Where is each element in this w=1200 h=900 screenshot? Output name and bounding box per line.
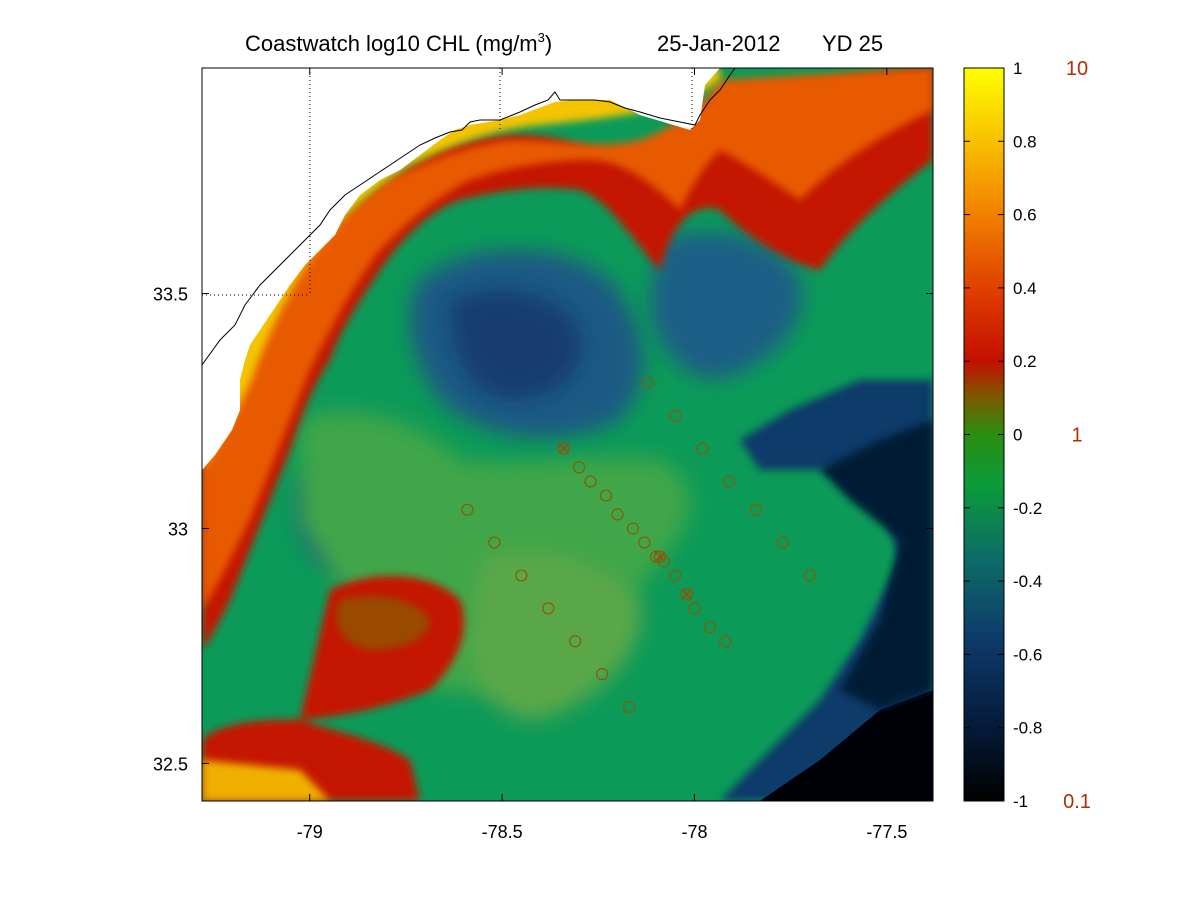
station-circle <box>680 588 693 601</box>
station-circle <box>596 668 609 681</box>
x-tick-label: -78 <box>681 822 707 842</box>
x-tick-label: -77.5 <box>866 822 907 842</box>
station-circle <box>688 602 701 615</box>
colorbar-tick-label: 0.4 <box>1013 279 1037 298</box>
title-main: Coastwatch log10 CHL (mg/m <box>245 31 538 56</box>
colorbar-tick-label: -0.6 <box>1013 645 1042 664</box>
station-circle <box>638 536 651 549</box>
station-circle <box>569 635 582 648</box>
chlorophyll-field <box>202 68 933 801</box>
title-yearday: YD 25 <box>822 31 883 56</box>
colorbar-tick-label: -0.4 <box>1013 572 1042 591</box>
y-tick-label: 33 <box>168 519 188 539</box>
station-circle <box>703 621 716 634</box>
station-circle <box>622 700 636 714</box>
station-circle <box>803 569 816 582</box>
colorbar-tick-label: -0.8 <box>1013 719 1042 738</box>
station-markers <box>461 376 816 714</box>
station-circle <box>542 602 555 615</box>
colorbar-tick-label: 0 <box>1013 426 1022 445</box>
station-circle <box>488 536 501 549</box>
station-circle <box>557 442 570 455</box>
station-circle <box>599 489 613 502</box>
x-tick-label: -78.5 <box>482 822 523 842</box>
station-cross <box>654 551 666 563</box>
station-circle <box>722 475 736 488</box>
station-circle <box>461 503 474 516</box>
station-circle <box>749 503 763 516</box>
station-circle <box>572 461 586 474</box>
station-circle <box>669 409 682 422</box>
station-circle <box>669 569 682 582</box>
map-frame <box>201 67 934 802</box>
station-circle <box>626 522 640 535</box>
colorbar-tick-label: 0.6 <box>1013 206 1037 225</box>
map-ticks: -79 -78.5 -78 -77.5 33.5 33 32.5 <box>153 68 933 842</box>
colorbar-tick-label: 0.8 <box>1013 132 1037 151</box>
colorbar-tick-label: -1 <box>1013 792 1028 811</box>
station-circle <box>642 376 655 389</box>
y-tick-label: 32.5 <box>153 754 188 774</box>
station-circle <box>611 508 624 521</box>
colorbar-tick-label: 0.2 <box>1013 352 1037 371</box>
station-circle <box>776 536 790 549</box>
colorbar <box>963 67 1005 802</box>
station-cross <box>681 588 693 600</box>
station-circle <box>719 635 732 648</box>
title-date: 25-Jan-2012 <box>657 31 781 56</box>
station-cross <box>558 443 570 455</box>
colorbar-linear-label: 1 <box>1071 425 1082 447</box>
coastline <box>202 68 736 366</box>
title-close: ) <box>545 31 552 56</box>
x-tick-label: -79 <box>297 822 323 842</box>
station-circle <box>515 569 528 582</box>
figure-title: Coastwatch log10 CHL (mg/m3) <box>245 30 552 56</box>
colorbar-linear-label: 0.1 <box>1063 791 1091 813</box>
station-circle <box>696 442 709 455</box>
station-circle <box>584 475 597 488</box>
colorbar-linear-label: 10 <box>1066 58 1088 80</box>
title-superscript: 3 <box>538 30 545 45</box>
colorbar-linear-labels: 10 1 0.1 <box>1063 58 1091 813</box>
y-tick-label: 33.5 <box>153 285 188 305</box>
colorbar-tick-label: 1 <box>1013 59 1022 78</box>
station-circle <box>653 550 666 563</box>
colorbar-tick-label: -0.2 <box>1013 499 1042 518</box>
colorbar-ticks: 1 0.8 0.6 0.4 0.2 0 -0.2 -0.4 -0.6 -0.8 -1 <box>964 59 1042 811</box>
